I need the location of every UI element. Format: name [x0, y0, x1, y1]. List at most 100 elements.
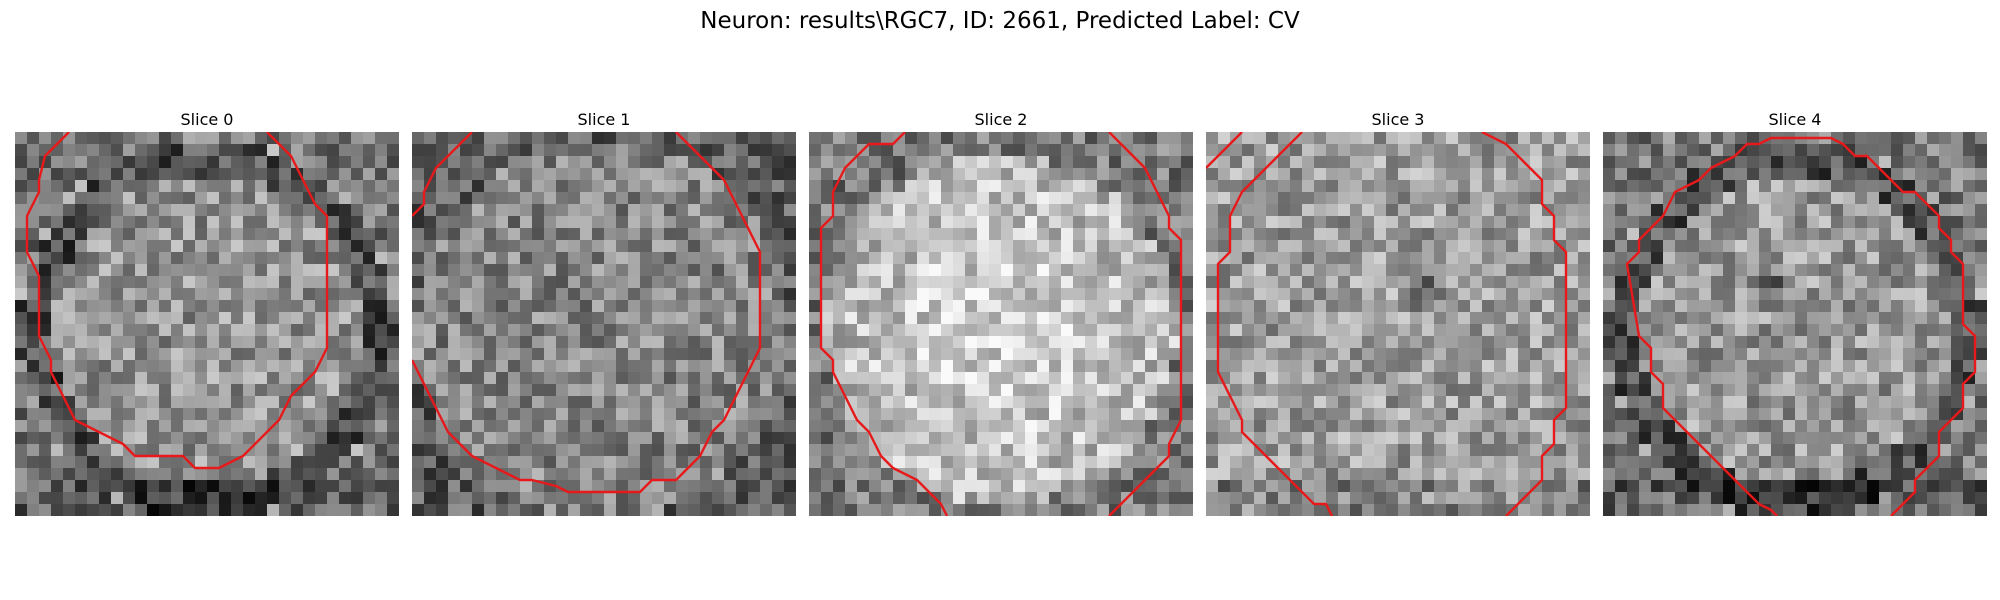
pixel	[1927, 264, 1940, 277]
pixel	[1266, 144, 1279, 157]
pixel	[1903, 228, 1916, 241]
pixel	[1362, 156, 1375, 169]
pixel	[111, 336, 124, 349]
pixel	[772, 240, 785, 253]
pixel	[1542, 216, 1555, 229]
pixel	[460, 456, 473, 469]
pixel	[905, 492, 918, 505]
pixel	[1181, 300, 1193, 313]
pixel	[63, 144, 76, 157]
pixel	[772, 396, 785, 409]
pixel	[87, 168, 100, 181]
pixel	[1290, 504, 1303, 516]
pixel	[436, 444, 449, 457]
pixel	[315, 384, 328, 397]
pixel	[1747, 264, 1760, 277]
pixel	[327, 504, 340, 516]
pixel	[1181, 384, 1193, 397]
pixel	[1675, 252, 1688, 265]
pixel	[1566, 396, 1579, 409]
pixel	[75, 324, 88, 337]
pixel	[628, 204, 641, 217]
pixel	[267, 144, 280, 157]
pixel	[1133, 144, 1146, 157]
pixel	[700, 204, 713, 217]
pixel	[1903, 276, 1916, 289]
pixel	[1001, 384, 1014, 397]
pixel	[339, 408, 352, 421]
pixel	[1218, 228, 1231, 241]
pixel	[159, 228, 172, 241]
pixel	[1494, 420, 1507, 433]
pixel	[219, 228, 232, 241]
pixel	[1458, 276, 1471, 289]
pixel	[784, 492, 796, 505]
pixel	[1530, 288, 1543, 301]
pixel	[1494, 144, 1507, 157]
pixel	[27, 132, 40, 145]
pixel	[424, 228, 437, 241]
pixel	[1566, 252, 1579, 265]
pixel	[1422, 504, 1435, 516]
pixel	[207, 252, 220, 265]
pixel	[1867, 372, 1880, 385]
pixel	[1530, 180, 1543, 193]
pixel	[1037, 468, 1050, 481]
pixel	[327, 168, 340, 181]
pixel	[688, 384, 701, 397]
pixel	[1735, 168, 1748, 181]
pixel	[520, 204, 533, 217]
pixel	[1855, 288, 1868, 301]
pixel	[363, 444, 376, 457]
pixel	[688, 432, 701, 445]
pixel	[1109, 216, 1122, 229]
pixel	[628, 132, 641, 145]
pixel	[183, 156, 196, 169]
pixel	[1446, 372, 1459, 385]
pixel	[1530, 408, 1543, 421]
pixel	[448, 348, 461, 361]
pixel	[1747, 384, 1760, 397]
pixel	[700, 180, 713, 193]
pixel	[640, 276, 653, 289]
pixel	[1434, 468, 1447, 481]
pixel	[1975, 168, 1987, 181]
pixel	[448, 360, 461, 373]
pixel	[327, 444, 340, 457]
pixel	[1181, 396, 1193, 409]
pixel	[664, 348, 677, 361]
pixel	[1446, 168, 1459, 181]
pixel	[905, 264, 918, 277]
pixel	[1073, 384, 1086, 397]
pixel	[327, 468, 340, 481]
pixel	[363, 360, 376, 373]
pixel	[989, 492, 1002, 505]
pixel	[1230, 444, 1243, 457]
pixel	[1518, 192, 1531, 205]
pixel	[1795, 432, 1808, 445]
pixel	[941, 408, 954, 421]
pixel	[664, 480, 677, 493]
pixel	[1061, 396, 1074, 409]
pixel	[628, 420, 641, 433]
pixel	[1350, 456, 1363, 469]
pixel	[315, 168, 328, 181]
pixel	[869, 192, 882, 205]
pixel	[1699, 144, 1712, 157]
pixel	[1109, 348, 1122, 361]
pixel	[1133, 408, 1146, 421]
pixel	[736, 324, 749, 337]
pixel	[1061, 228, 1074, 241]
pixel	[460, 168, 473, 181]
pixel	[1350, 180, 1363, 193]
pixel	[1506, 456, 1519, 469]
pixel	[1049, 360, 1062, 373]
pixel	[1410, 228, 1423, 241]
pixel	[1554, 372, 1567, 385]
pixel	[159, 264, 172, 277]
pixel	[1615, 228, 1628, 241]
pixel	[255, 264, 268, 277]
pixel	[1903, 156, 1916, 169]
pixel	[1675, 372, 1688, 385]
pixel	[1687, 156, 1700, 169]
